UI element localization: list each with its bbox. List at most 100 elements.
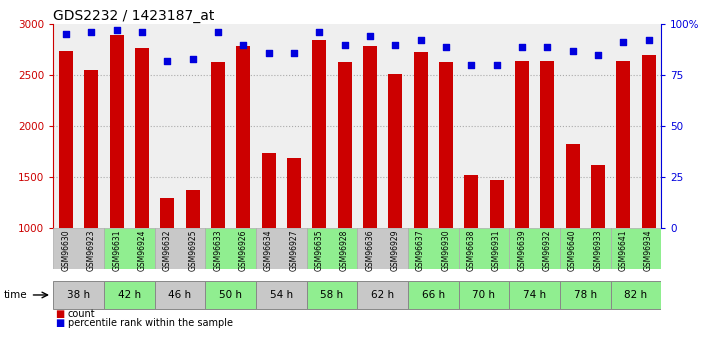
Point [516, 44, 528, 49]
Bar [357, 281, 408, 309]
Bar [236, 46, 250, 228]
Bar [611, 228, 661, 269]
Bar [616, 61, 630, 228]
Point [288, 50, 299, 56]
Point [466, 62, 477, 68]
Text: GSM96930: GSM96930 [442, 230, 451, 272]
Bar [357, 228, 408, 269]
Text: count: count [68, 309, 95, 319]
Bar [414, 52, 427, 228]
Point [85, 30, 97, 35]
Text: ■: ■ [55, 309, 65, 319]
Point [187, 56, 198, 61]
Bar [591, 165, 605, 228]
Text: 54 h: 54 h [269, 290, 293, 300]
Bar [560, 281, 611, 309]
Text: GSM96924: GSM96924 [137, 230, 146, 271]
Bar [306, 281, 357, 309]
Bar [186, 190, 200, 228]
Point [60, 32, 72, 37]
Text: 70 h: 70 h [472, 290, 496, 300]
Bar [306, 228, 357, 269]
Bar [287, 158, 301, 228]
Text: GSM96631: GSM96631 [112, 230, 121, 271]
Bar [85, 70, 98, 228]
Bar [205, 281, 256, 309]
Bar [262, 154, 276, 228]
Bar [439, 62, 453, 228]
Point [390, 42, 401, 47]
Bar [560, 228, 611, 269]
Text: GSM96925: GSM96925 [188, 230, 197, 271]
Bar [53, 281, 104, 309]
Bar [161, 198, 174, 228]
Point [237, 42, 249, 47]
Bar [540, 61, 554, 228]
Text: GSM96640: GSM96640 [568, 230, 577, 272]
Text: 38 h: 38 h [67, 290, 90, 300]
Text: GSM96641: GSM96641 [619, 230, 628, 271]
Bar [363, 46, 377, 228]
Bar [205, 228, 256, 269]
Point [567, 48, 578, 53]
Text: GDS2232 / 1423187_at: GDS2232 / 1423187_at [53, 9, 215, 23]
Bar [509, 281, 560, 309]
Bar [59, 51, 73, 228]
Text: GSM96630: GSM96630 [61, 230, 70, 272]
Point [491, 62, 502, 68]
Text: GSM96929: GSM96929 [391, 230, 400, 271]
Text: 78 h: 78 h [574, 290, 597, 300]
Text: GSM96638: GSM96638 [466, 230, 476, 271]
Bar [641, 55, 656, 228]
Text: 50 h: 50 h [219, 290, 242, 300]
Text: GSM96639: GSM96639 [518, 230, 526, 272]
Bar [459, 281, 509, 309]
Bar [135, 48, 149, 228]
Bar [154, 281, 205, 309]
Bar [509, 228, 560, 269]
Text: GSM96923: GSM96923 [87, 230, 96, 271]
Bar [408, 281, 459, 309]
Text: 82 h: 82 h [624, 290, 648, 300]
Point [111, 28, 122, 33]
Point [364, 33, 375, 39]
Text: ■: ■ [55, 318, 65, 327]
Text: 42 h: 42 h [118, 290, 141, 300]
Text: GSM96933: GSM96933 [594, 230, 602, 272]
Text: 74 h: 74 h [523, 290, 546, 300]
Point [314, 30, 325, 35]
Bar [515, 61, 529, 228]
Text: percentile rank within the sample: percentile rank within the sample [68, 318, 232, 327]
Text: 58 h: 58 h [321, 290, 343, 300]
Bar [256, 228, 306, 269]
Text: GSM96932: GSM96932 [542, 230, 552, 271]
Point [213, 30, 224, 35]
Text: 66 h: 66 h [422, 290, 445, 300]
Point [339, 42, 351, 47]
Text: GSM96636: GSM96636 [365, 230, 375, 272]
Text: GSM96635: GSM96635 [315, 230, 324, 272]
Bar [256, 281, 306, 309]
Text: GSM96633: GSM96633 [213, 230, 223, 272]
Bar [109, 35, 124, 228]
Bar [459, 228, 509, 269]
Bar [611, 281, 661, 309]
Bar [211, 62, 225, 228]
Text: GSM96632: GSM96632 [163, 230, 172, 271]
Point [137, 30, 148, 35]
Point [440, 44, 451, 49]
Text: GSM96634: GSM96634 [264, 230, 273, 272]
Bar [104, 228, 154, 269]
Text: GSM96934: GSM96934 [644, 230, 653, 272]
Bar [408, 228, 459, 269]
Bar [490, 180, 503, 228]
Text: GSM96927: GSM96927 [289, 230, 299, 271]
Text: GSM96928: GSM96928 [340, 230, 349, 271]
Point [542, 44, 553, 49]
Point [618, 40, 629, 45]
Bar [566, 144, 579, 228]
Point [643, 38, 654, 43]
Bar [464, 175, 479, 228]
Text: GSM96926: GSM96926 [239, 230, 248, 271]
Text: 62 h: 62 h [371, 290, 394, 300]
